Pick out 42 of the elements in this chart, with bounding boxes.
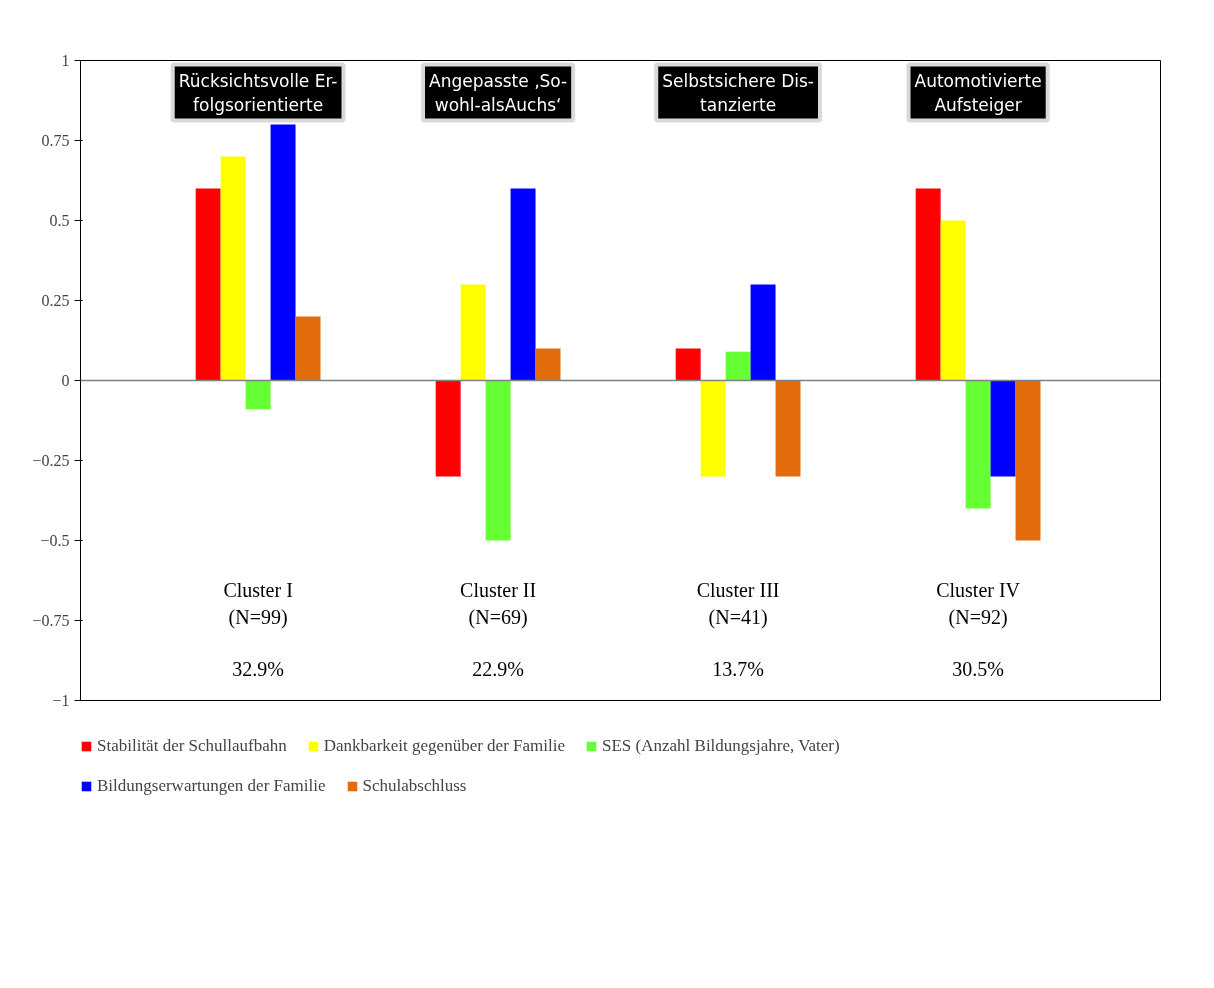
y-tick-label: −0.5 bbox=[40, 532, 70, 549]
bar bbox=[220, 156, 246, 381]
text: Cluster II (N=69) 22.9% bbox=[460, 579, 537, 681]
bar bbox=[750, 284, 776, 381]
bar bbox=[295, 316, 321, 381]
legend-label: Dankbarkeit gegenüber der Familie bbox=[323, 736, 566, 756]
legend-label: Stabilität der Schullaufbahn bbox=[97, 736, 287, 756]
bar bbox=[675, 348, 701, 381]
y-tick-label: 0 bbox=[61, 372, 70, 389]
bar bbox=[725, 351, 751, 381]
y-tick-label: 0.25 bbox=[41, 292, 70, 309]
text: Cluster IV (N=92) 30.5% bbox=[936, 579, 1021, 681]
bar bbox=[915, 188, 941, 381]
text: Cluster I (N=99) 32.9% bbox=[223, 579, 293, 681]
bar bbox=[245, 380, 271, 410]
bar bbox=[460, 284, 486, 381]
annotation: Selbstsichere Dis- tanzierte bbox=[662, 70, 814, 115]
y-tick-label: −0.25 bbox=[32, 452, 70, 469]
bar bbox=[775, 380, 801, 477]
y-tick-label: −0.75 bbox=[32, 612, 70, 629]
bar bbox=[535, 348, 561, 381]
bar bbox=[270, 124, 296, 381]
bar bbox=[1015, 380, 1041, 541]
text: Cluster III (N=41) 13.7% bbox=[696, 579, 780, 681]
legend-label: Bildungserwartungen der Familie bbox=[97, 776, 326, 796]
legend-label: SES (Anzahl Bildungsjahre, Vater) bbox=[602, 736, 840, 756]
y-tick-label: 0.5 bbox=[49, 212, 70, 229]
y-tick-label: 0.75 bbox=[41, 132, 70, 149]
annotation: Rücksichtsvolle Er- folgsorientierte bbox=[178, 70, 338, 115]
bar bbox=[965, 380, 991, 509]
bar bbox=[195, 188, 221, 381]
bar bbox=[435, 380, 461, 477]
legend-label: Schulabschluss bbox=[362, 776, 467, 796]
y-tick-label: −1 bbox=[52, 692, 70, 709]
bar bbox=[940, 220, 966, 381]
bar bbox=[700, 380, 726, 477]
annotation: Automotivierte Aufsteiger bbox=[914, 70, 1042, 115]
annotation: Angepasste ‚So- wohl-alsAuchs‘ bbox=[429, 70, 568, 115]
bar bbox=[990, 380, 1016, 477]
bar bbox=[510, 188, 536, 381]
bar bbox=[485, 380, 511, 541]
y-tick-label: 1 bbox=[61, 52, 70, 69]
